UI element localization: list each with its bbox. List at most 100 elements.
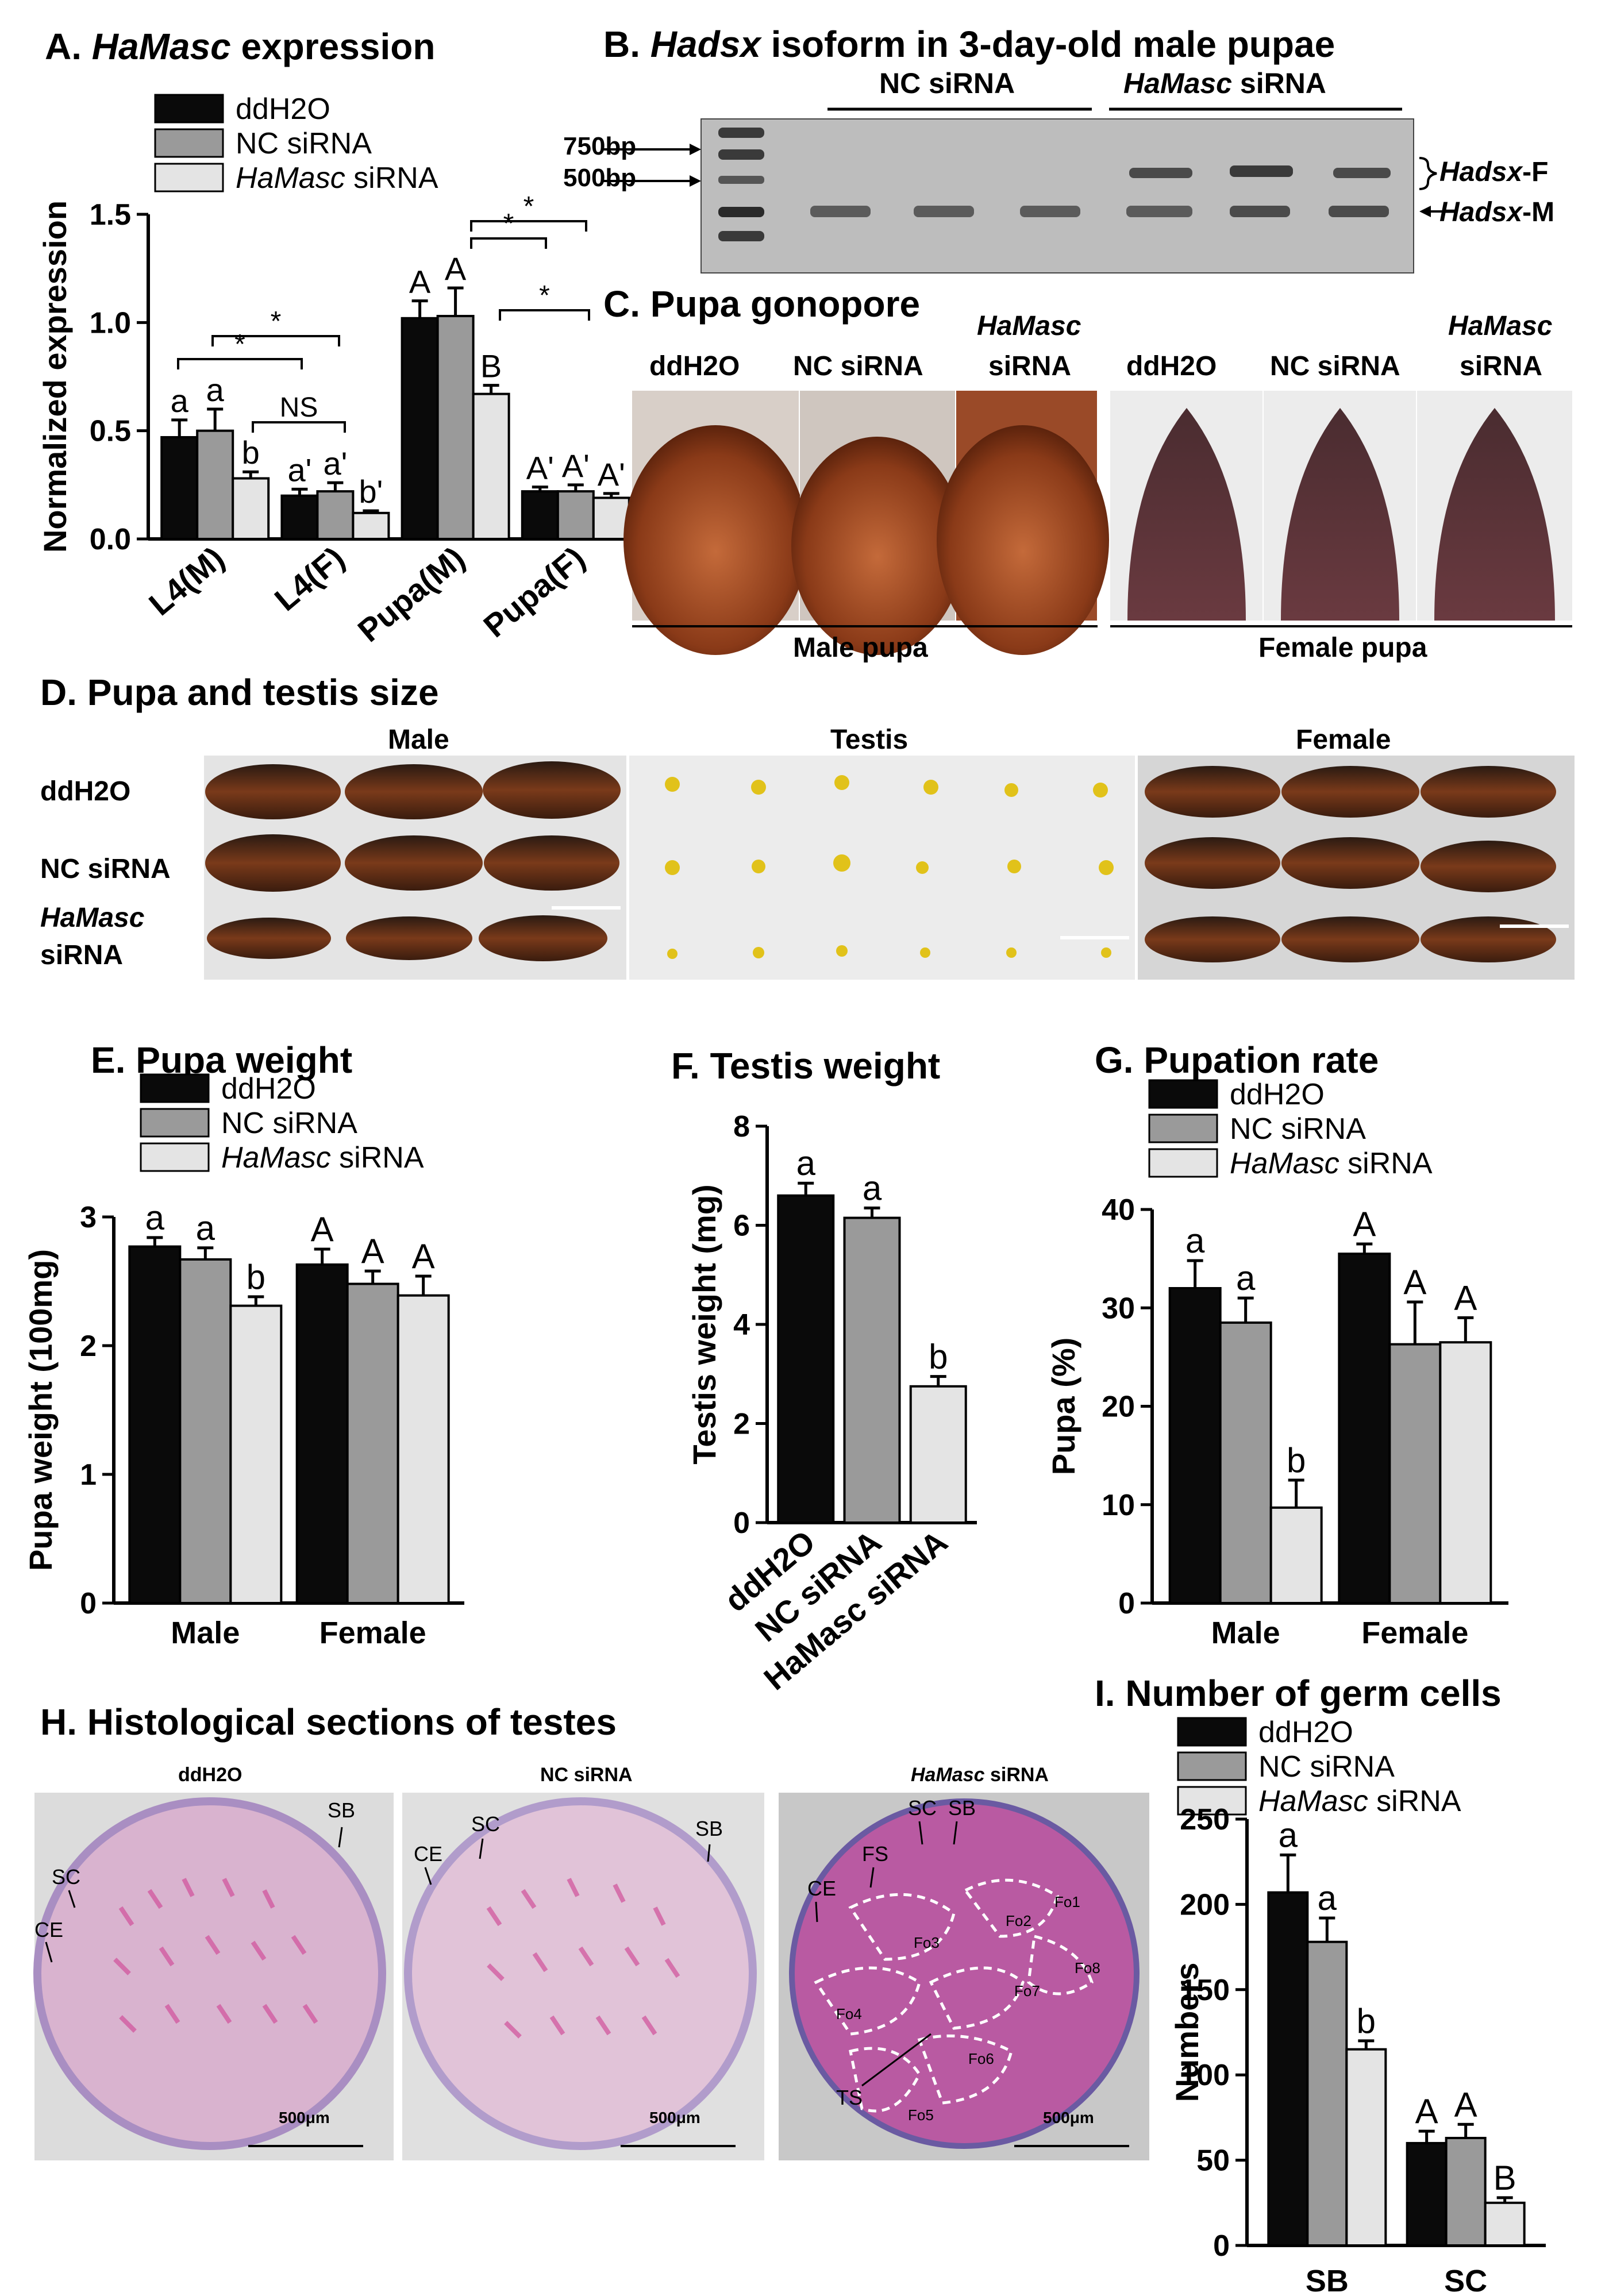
x-tick-label: Pupa(F) bbox=[476, 540, 591, 644]
legend-label: ddH2O bbox=[1258, 1716, 1353, 1749]
legend-swatch bbox=[140, 1073, 210, 1103]
row-nc-sirna: NC siRNA bbox=[40, 854, 171, 884]
significance-letter: A bbox=[361, 1232, 384, 1270]
significance-letter: b' bbox=[359, 473, 383, 510]
gene-name: Hadsx bbox=[650, 24, 761, 65]
significance-letter: b bbox=[929, 1338, 948, 1376]
label-ddh2o: ddH2O bbox=[649, 351, 740, 382]
gene-name: HaMasc bbox=[1123, 67, 1232, 99]
y-axis-label: Normalized expression bbox=[37, 201, 73, 553]
annot-fo7: Fo7 bbox=[1014, 1982, 1040, 2000]
x-tick-label: SB bbox=[1306, 2264, 1349, 2296]
legend-italic: HaMasc bbox=[1230, 1147, 1339, 1180]
bar bbox=[1345, 2048, 1387, 2247]
female-pupa-caption: Female pupa bbox=[1258, 633, 1427, 663]
legend-swatch bbox=[154, 94, 224, 124]
panel-a-title: A. HaMasc expression bbox=[45, 25, 435, 68]
bracket-label: * bbox=[503, 209, 514, 239]
annot-ce: CE bbox=[807, 1877, 837, 1900]
y-tick-label: 0 bbox=[1213, 2229, 1230, 2263]
ladder-band bbox=[718, 128, 764, 138]
bar bbox=[295, 1263, 349, 1604]
bar bbox=[160, 436, 199, 541]
y-axis-label: Numbers bbox=[1169, 1963, 1205, 2102]
col-testis: Testis bbox=[830, 725, 909, 755]
significance-letter: B bbox=[480, 348, 502, 384]
band-m bbox=[914, 206, 974, 217]
bar bbox=[397, 1294, 450, 1604]
gel-image bbox=[701, 119, 1414, 273]
y-tick-label: 0 bbox=[1118, 1587, 1135, 1620]
bar bbox=[1267, 1891, 1309, 2247]
pupa-testis-panel: Male Testis Female ddH2O NC siRNA HaMasc… bbox=[0, 712, 1609, 983]
x-tick-label: L4(M) bbox=[142, 540, 231, 622]
y-axis-label: Pupa weight (100mg) bbox=[22, 1249, 59, 1571]
bar bbox=[232, 477, 270, 540]
significance-letter: a bbox=[206, 372, 225, 408]
label-nc-sirna: NC siRNA bbox=[793, 351, 923, 382]
bracket-label: * bbox=[234, 329, 245, 360]
bar bbox=[521, 490, 559, 541]
legend-label: HaMasc siRNA bbox=[1258, 1785, 1461, 1818]
label-hadsx-f: Hadsx-F bbox=[1439, 156, 1548, 188]
significance-letter: a bbox=[196, 1209, 215, 1247]
legend-rest: siRNA bbox=[345, 161, 438, 195]
bracket bbox=[499, 309, 590, 321]
y-tick-label: 250 bbox=[1180, 1803, 1230, 1836]
y-tick-label: 20 bbox=[1102, 1390, 1135, 1424]
label-hamasc: HaMasc bbox=[1448, 311, 1553, 341]
legend-label: HaMasc siRNA bbox=[236, 161, 438, 195]
row-sirna: siRNA bbox=[40, 940, 124, 970]
bar bbox=[1338, 1253, 1391, 1604]
sub-ddh2o: ddH2O bbox=[178, 1764, 242, 1786]
significance-letter: A' bbox=[598, 456, 625, 492]
significance-letter: A bbox=[1403, 1263, 1426, 1301]
panel-g-title: G. Pupation rate bbox=[1095, 1039, 1379, 1081]
bracket bbox=[252, 421, 346, 433]
label-text: -M bbox=[1522, 197, 1555, 228]
annot-fo5: Fo5 bbox=[908, 2106, 934, 2124]
y-tick-label: 1.5 bbox=[90, 198, 131, 232]
y-tick-label: 6 bbox=[733, 1209, 750, 1243]
photo-testes bbox=[629, 756, 1135, 980]
bracket bbox=[211, 335, 340, 346]
bracket bbox=[470, 237, 547, 249]
significance-letter: A bbox=[1454, 1278, 1477, 1317]
annot-fo4: Fo4 bbox=[836, 2005, 862, 2023]
ladder-band bbox=[718, 149, 764, 160]
legend-swatch bbox=[1148, 1148, 1218, 1178]
annot-fo6: Fo6 bbox=[968, 2050, 994, 2067]
band-m bbox=[1020, 206, 1080, 217]
bar bbox=[777, 1194, 835, 1524]
y-axis-label: Testis weight (mg) bbox=[686, 1184, 722, 1464]
annot-fo1: Fo1 bbox=[1054, 1893, 1080, 1910]
legend-label: HaMasc siRNA bbox=[221, 1141, 424, 1174]
scale-label: 500μm bbox=[279, 2109, 330, 2127]
row-hamasc: HaMasc bbox=[40, 903, 145, 933]
band-m bbox=[1126, 206, 1192, 217]
legend-swatch bbox=[1177, 1717, 1247, 1747]
panel-d-title: D. Pupa and testis size bbox=[40, 672, 439, 713]
y-tick-label: 100 bbox=[1180, 2059, 1230, 2092]
bar bbox=[436, 315, 475, 540]
panel-i-title: I. Number of germ cells bbox=[1095, 1673, 1502, 1714]
significance-letter: b bbox=[1287, 1441, 1306, 1480]
bar bbox=[909, 1385, 967, 1524]
bar bbox=[196, 429, 234, 541]
arrow-icon bbox=[1419, 206, 1431, 217]
bar bbox=[352, 511, 390, 540]
group-label-nc: NC siRNA bbox=[879, 67, 1015, 99]
significance-letter: a bbox=[1236, 1259, 1256, 1297]
bracket-icon bbox=[1419, 157, 1437, 190]
bar bbox=[229, 1304, 283, 1605]
bar bbox=[1269, 1506, 1323, 1604]
male-pupa-caption: Male pupa bbox=[793, 633, 928, 663]
significance-letter: a bbox=[1185, 1222, 1205, 1260]
y-tick-label: 2 bbox=[80, 1330, 97, 1363]
annot-sc: SC bbox=[908, 1796, 937, 1820]
legend-label: ddH2O bbox=[1230, 1078, 1325, 1111]
row-ddh2o: ddH2O bbox=[40, 776, 131, 807]
legend-swatch bbox=[154, 163, 224, 192]
col-male: Male bbox=[388, 725, 449, 755]
y-tick-label: 2 bbox=[733, 1408, 750, 1441]
